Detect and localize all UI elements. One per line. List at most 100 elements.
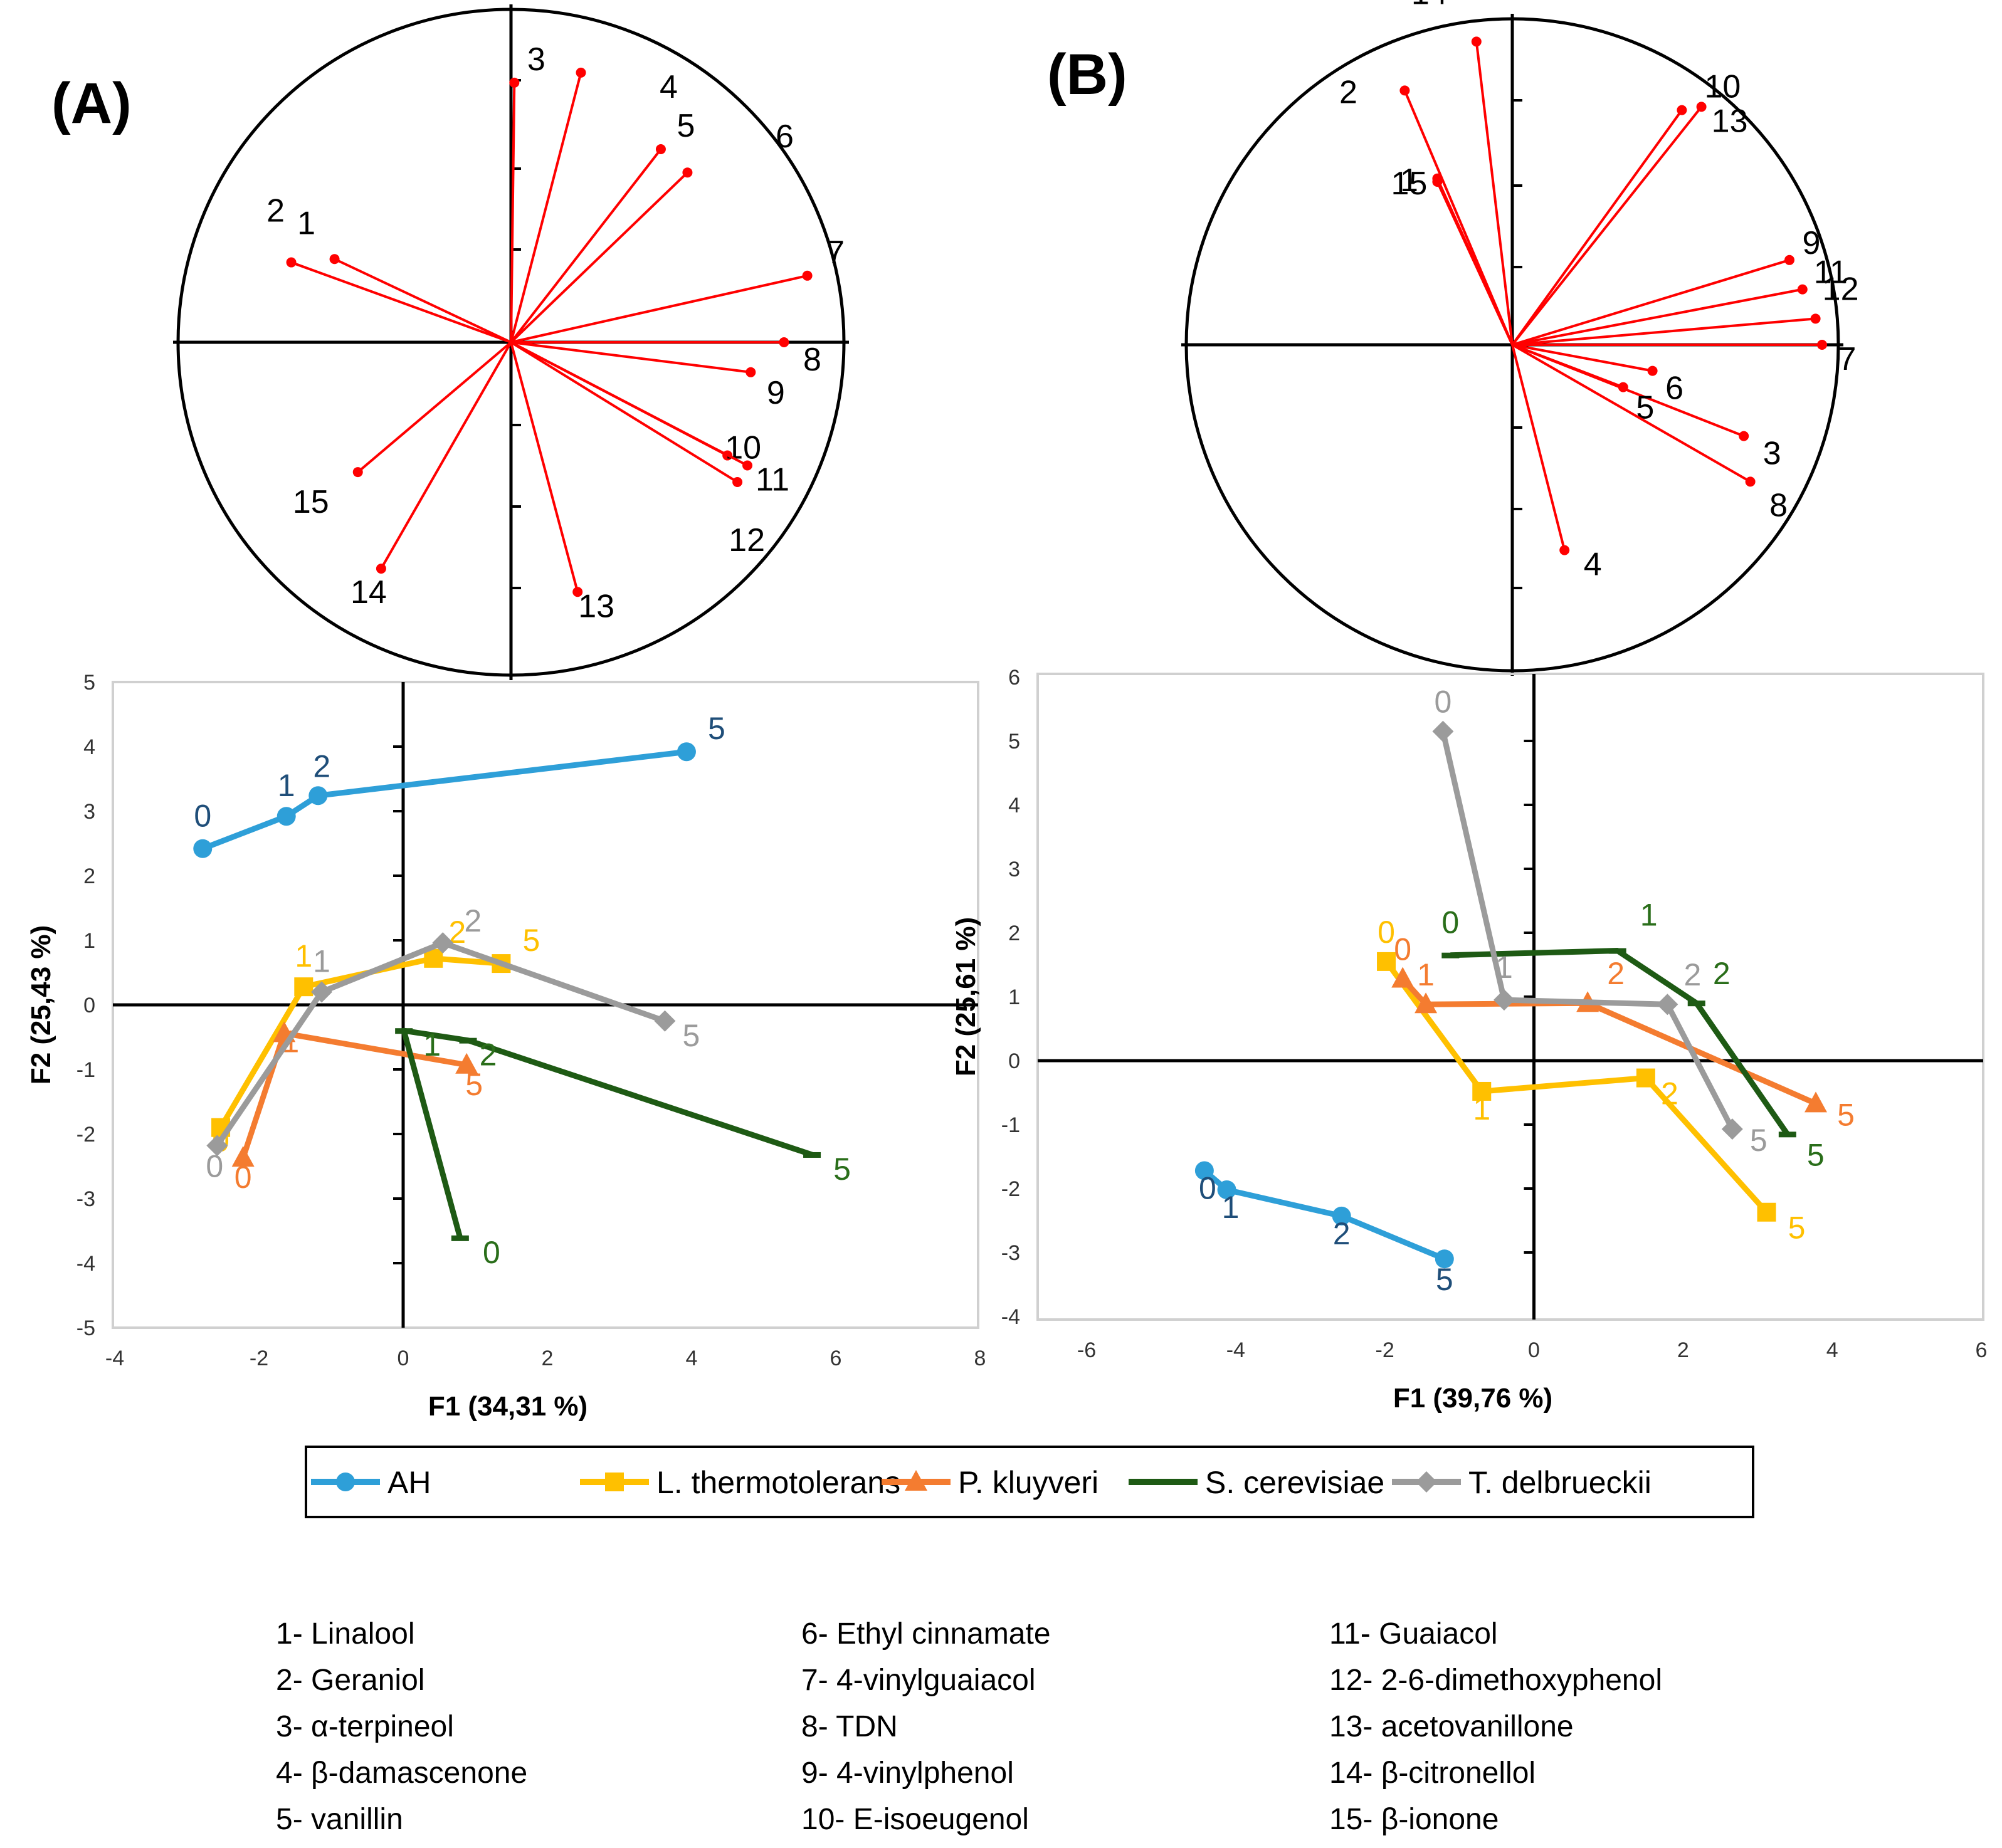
loading-label-4: 4	[1584, 547, 1602, 583]
data-point-0	[1441, 952, 1460, 958]
loading-point-4	[1559, 545, 1570, 555]
data-label-0: 0	[234, 1160, 252, 1195]
y-tick-label: 1	[83, 929, 95, 953]
legend-box	[305, 1446, 1754, 1518]
loading-point-15	[352, 467, 363, 478]
loading-label-13: 13	[1712, 103, 1748, 139]
data-point-1	[1415, 992, 1438, 1014]
loading-vector-6	[510, 171, 688, 344]
loading-vector-1	[334, 258, 512, 344]
panel-label-a: (A)	[51, 71, 132, 135]
loading-label-6: 6	[1665, 370, 1683, 407]
loading-vector-12	[510, 341, 739, 483]
y-axis-title: F2 (25,61 %)	[951, 917, 981, 1076]
y-tick-label: -2	[1001, 1177, 1020, 1201]
data-label-1: 1	[1473, 1091, 1490, 1126]
loading-vector-4	[1511, 344, 1566, 551]
x-tick-label: -4	[105, 1347, 124, 1370]
compound-item: 7- 4-vinylguaiacol	[801, 1664, 1036, 1697]
loading-label-8: 8	[803, 342, 821, 378]
compound-column-2: 6- Ethyl cinnamate 7- 4-vinylguaiacol 8-…	[801, 1611, 1051, 1843]
legend-label: P. kluyveri	[958, 1465, 1098, 1500]
series-line	[1450, 948, 1790, 1136]
series-line	[201, 748, 687, 851]
legend-marker	[1154, 1479, 1172, 1485]
data-point-5	[803, 1152, 821, 1158]
loading-vector-6	[1512, 344, 1653, 372]
legend-marker	[905, 1470, 927, 1491]
loading-vector-11	[1512, 288, 1803, 346]
compound-item: 14- β-citronellol	[1329, 1756, 1536, 1790]
y-tick-label: 6	[1008, 666, 1020, 690]
data-label-1: 1	[423, 1027, 441, 1063]
y-tick-label: -3	[76, 1187, 95, 1211]
data-point-2	[1332, 1206, 1351, 1226]
y-tick-label: 3	[1008, 858, 1020, 881]
data-label-1: 1	[1222, 1190, 1240, 1225]
y-tick-label: 2	[83, 864, 95, 888]
compound-item: 3- α-terpineol	[276, 1710, 454, 1743]
loading-vector-15	[357, 341, 512, 473]
data-label-5: 5	[1807, 1137, 1825, 1172]
legend-label: T. delbrueckii	[1468, 1465, 1652, 1500]
loading-point-9	[745, 367, 756, 377]
loading-vector-5	[1512, 344, 1624, 389]
loading-vector-9	[510, 341, 751, 374]
data-point-1	[294, 977, 313, 997]
y-tick-label: 5	[83, 671, 95, 695]
data-label-0: 0	[206, 1149, 223, 1184]
loading-vector-9	[1512, 258, 1790, 346]
panel-label-b: (B)	[1047, 43, 1127, 107]
loading-point-4	[576, 67, 586, 78]
loading-point-14	[1471, 36, 1482, 47]
data-point-5	[1804, 1091, 1828, 1113]
data-label-2: 2	[1607, 956, 1625, 991]
y-tick-label: -1	[76, 1058, 95, 1082]
data-label-0: 0	[1435, 685, 1452, 720]
data-label-2: 2	[1333, 1216, 1351, 1251]
legend-entry-s-cerevisiae: S. cerevisiae	[1129, 1465, 1384, 1500]
loading-point-8	[779, 337, 789, 347]
x-tick-label: -2	[250, 1347, 268, 1370]
loading-label-8: 8	[1769, 487, 1788, 523]
data-label-5: 5	[465, 1067, 483, 1102]
data-label-5: 5	[683, 1018, 700, 1053]
data-label-5: 5	[708, 711, 725, 746]
data-label-1: 1	[313, 943, 330, 979]
loading-label-15: 15	[1391, 165, 1427, 202]
x-tick-label: -4	[1226, 1338, 1245, 1362]
data-label-5: 5	[1436, 1262, 1453, 1297]
loading-vector-2	[290, 261, 512, 344]
loading-label-5: 5	[677, 108, 695, 144]
loading-vector-7	[510, 274, 808, 344]
data-point-5	[1721, 1118, 1743, 1140]
y-axis-title: F2 (25,43 %)	[26, 925, 56, 1084]
loading-vector-12	[1512, 317, 1816, 346]
data-label-2: 2	[313, 748, 330, 784]
y-tick-label: 3	[83, 800, 95, 824]
data-point-1	[1217, 1180, 1236, 1200]
y-tick-label: -1	[1001, 1113, 1020, 1137]
loading-label-2: 2	[1339, 74, 1357, 110]
data-label-0: 0	[1199, 1170, 1216, 1205]
compound-item: 6- Ethyl cinnamate	[801, 1617, 1051, 1651]
loading-point-6	[682, 167, 693, 178]
loading-label-12: 12	[729, 522, 765, 559]
data-label-0: 0	[483, 1235, 500, 1270]
loading-point-1	[329, 254, 340, 265]
data-point-2	[1657, 994, 1678, 1016]
series-p-kluyveri: 01 25	[1391, 932, 1855, 1132]
loading-vector-8	[1512, 344, 1751, 483]
x-tick-label: 2	[1677, 1338, 1689, 1362]
data-point-0	[193, 839, 213, 858]
loading-vector-15	[1436, 181, 1514, 345]
loading-label-13: 13	[578, 588, 614, 624]
compound-list: 1- Linalool 2- Geraniol 3- α-terpineol 4…	[276, 1611, 1906, 1837]
data-point-0	[1391, 967, 1415, 988]
compound-item: 4- β-damascenone	[276, 1756, 528, 1790]
